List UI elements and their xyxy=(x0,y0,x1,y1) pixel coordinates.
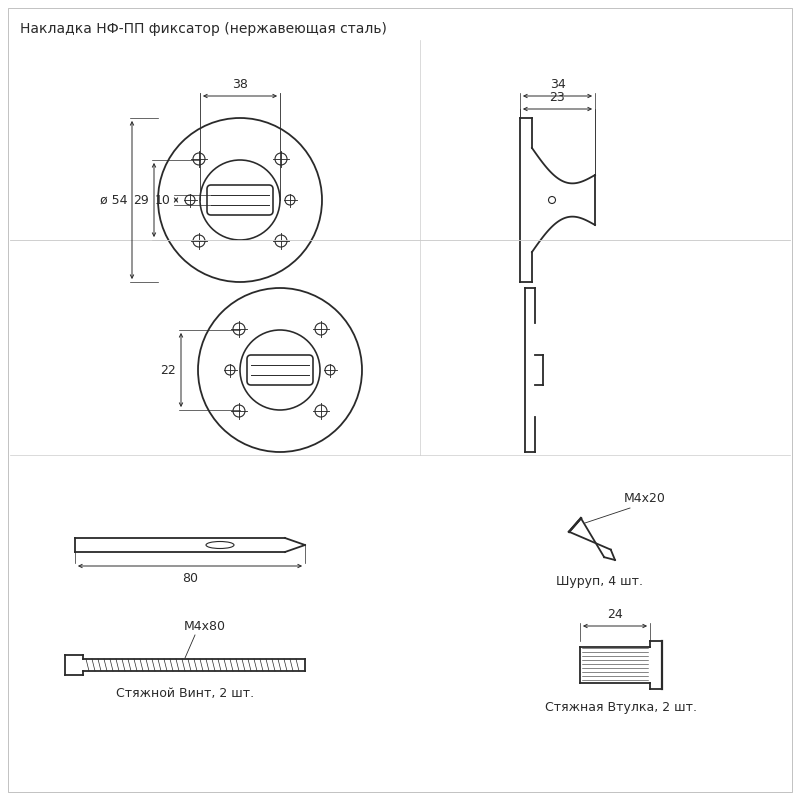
Text: Стяжной Винт, 2 шт.: Стяжной Винт, 2 шт. xyxy=(116,687,254,700)
Text: ø 54: ø 54 xyxy=(99,194,127,206)
Text: 23: 23 xyxy=(550,91,566,104)
Text: 24: 24 xyxy=(607,608,623,621)
Text: 29: 29 xyxy=(134,194,149,206)
Text: Накладка НФ-ПП фиксатор (нержавеющая сталь): Накладка НФ-ПП фиксатор (нержавеющая ста… xyxy=(20,22,387,36)
Text: Шуруп, 4 шт.: Шуруп, 4 шт. xyxy=(557,575,643,588)
Text: Стяжная Втулка, 2 шт.: Стяжная Втулка, 2 шт. xyxy=(545,701,697,714)
Text: 22: 22 xyxy=(160,363,176,377)
Text: 10: 10 xyxy=(155,194,171,206)
Text: M4x80: M4x80 xyxy=(184,620,226,633)
Text: M4x20: M4x20 xyxy=(624,492,666,505)
Text: 80: 80 xyxy=(182,572,198,585)
Text: 34: 34 xyxy=(550,78,566,91)
Text: 38: 38 xyxy=(232,78,248,91)
